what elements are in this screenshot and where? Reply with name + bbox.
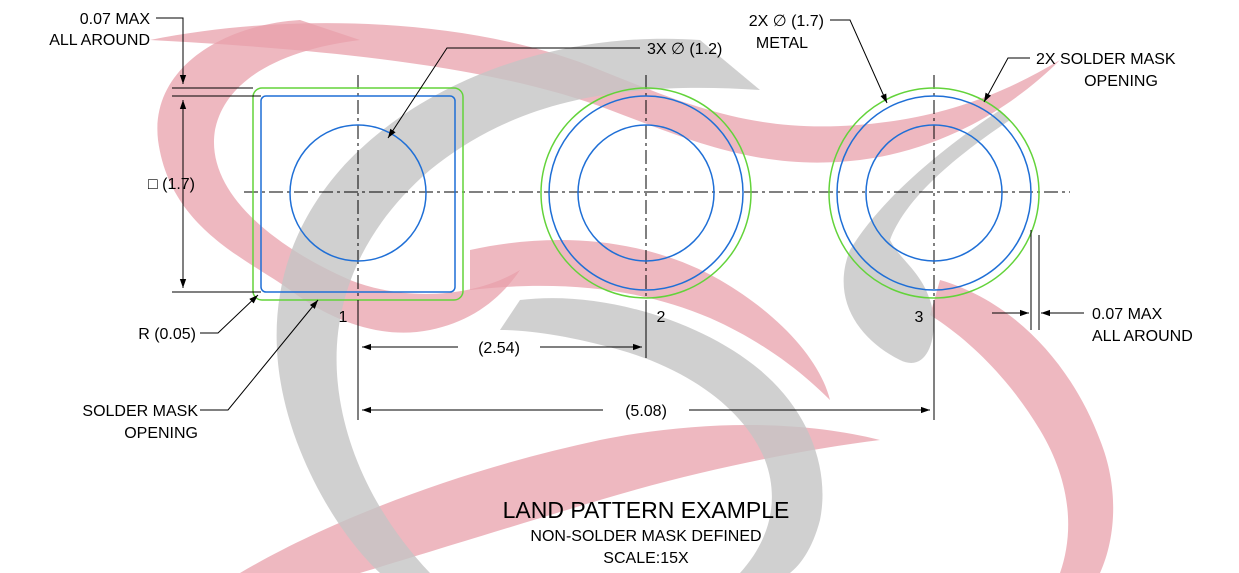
pin-1-label: 1 — [339, 309, 348, 326]
mask-max-top-label-2: ALL AROUND — [49, 32, 150, 49]
hole-dia-leader — [387, 47, 640, 139]
pad-2-metal-outline — [548, 95, 744, 291]
drawing-title: LAND PATTERN EXAMPLE — [503, 497, 790, 523]
pad-1-metal-outline — [260, 95, 456, 293]
hole-dia-label: 3X ∅ (1.2) — [647, 41, 722, 58]
mask-opening-right-label-2: OPENING — [1084, 73, 1158, 90]
pitch-dimension — [357, 300, 647, 358]
pin-2-label: 2 — [657, 309, 666, 326]
watermark-logo — [150, 20, 1114, 573]
watermark-gray-swoosh-right — [843, 110, 1010, 363]
pad-3 — [828, 87, 1040, 299]
mask-max-right-dimension — [992, 230, 1084, 330]
mask-max-top-leader — [156, 17, 187, 84]
watermark-gray-swoosh-left — [276, 38, 760, 573]
mask-opening-left-leader — [200, 299, 319, 411]
drawing-subtitle: NON-SOLDER MASK DEFINED — [530, 528, 761, 545]
mask-max-right-label-1: 0.07 MAX — [1092, 306, 1163, 323]
pad-3-solder-mask-outline — [828, 87, 1040, 299]
drawing-scale: SCALE:15X — [603, 550, 689, 567]
pad-2-hole — [577, 124, 715, 262]
mask-opening-left-label-2: OPENING — [124, 425, 198, 442]
watermark-red-swoosh-bottom — [240, 425, 880, 573]
corner-radius-label: R (0.05) — [138, 326, 196, 343]
mask-max-top-label-1: 0.07 MAX — [80, 11, 151, 28]
watermark-red-swoosh-mid — [470, 240, 830, 400]
mask-opening-right-label-1: 2X SOLDER MASK — [1036, 51, 1176, 68]
mask-opening-right-leader — [983, 57, 1030, 103]
mask-max-right-label-2: ALL AROUND — [1092, 328, 1193, 345]
pad-2-solder-mask-outline — [540, 87, 752, 299]
watermark-red-swoosh-left — [157, 20, 520, 333]
corner-radius-leader — [200, 294, 259, 334]
square-pad-dimension — [172, 87, 261, 293]
pad-1-hole — [289, 124, 427, 262]
watermark-red-swoosh-right — [930, 280, 1114, 573]
metal-dia-label-1: 2X ∅ (1.7) — [749, 13, 824, 30]
watermark-gray-swoosh-center — [500, 298, 823, 573]
mask-opening-left-label-1: SOLDER MASK — [82, 403, 198, 420]
metal-dia-label-2: METAL — [756, 35, 808, 52]
annotations: 0.07 MAX ALL AROUND 3X ∅ (1.2) 2X ∅ (1.7… — [49, 11, 1193, 567]
span-label: (5.08) — [625, 403, 667, 420]
center-lines — [244, 75, 1070, 300]
pad-3-hole — [865, 124, 1003, 262]
span-dimension — [357, 300, 935, 420]
pad-3-metal-outline — [836, 95, 1032, 291]
pad-2 — [540, 87, 752, 299]
pitch-label: (2.54) — [478, 340, 520, 357]
metal-dia-leader — [830, 19, 888, 104]
square-pad-label: □ (1.7) — [148, 176, 195, 193]
pin-3-label: 3 — [915, 309, 924, 326]
